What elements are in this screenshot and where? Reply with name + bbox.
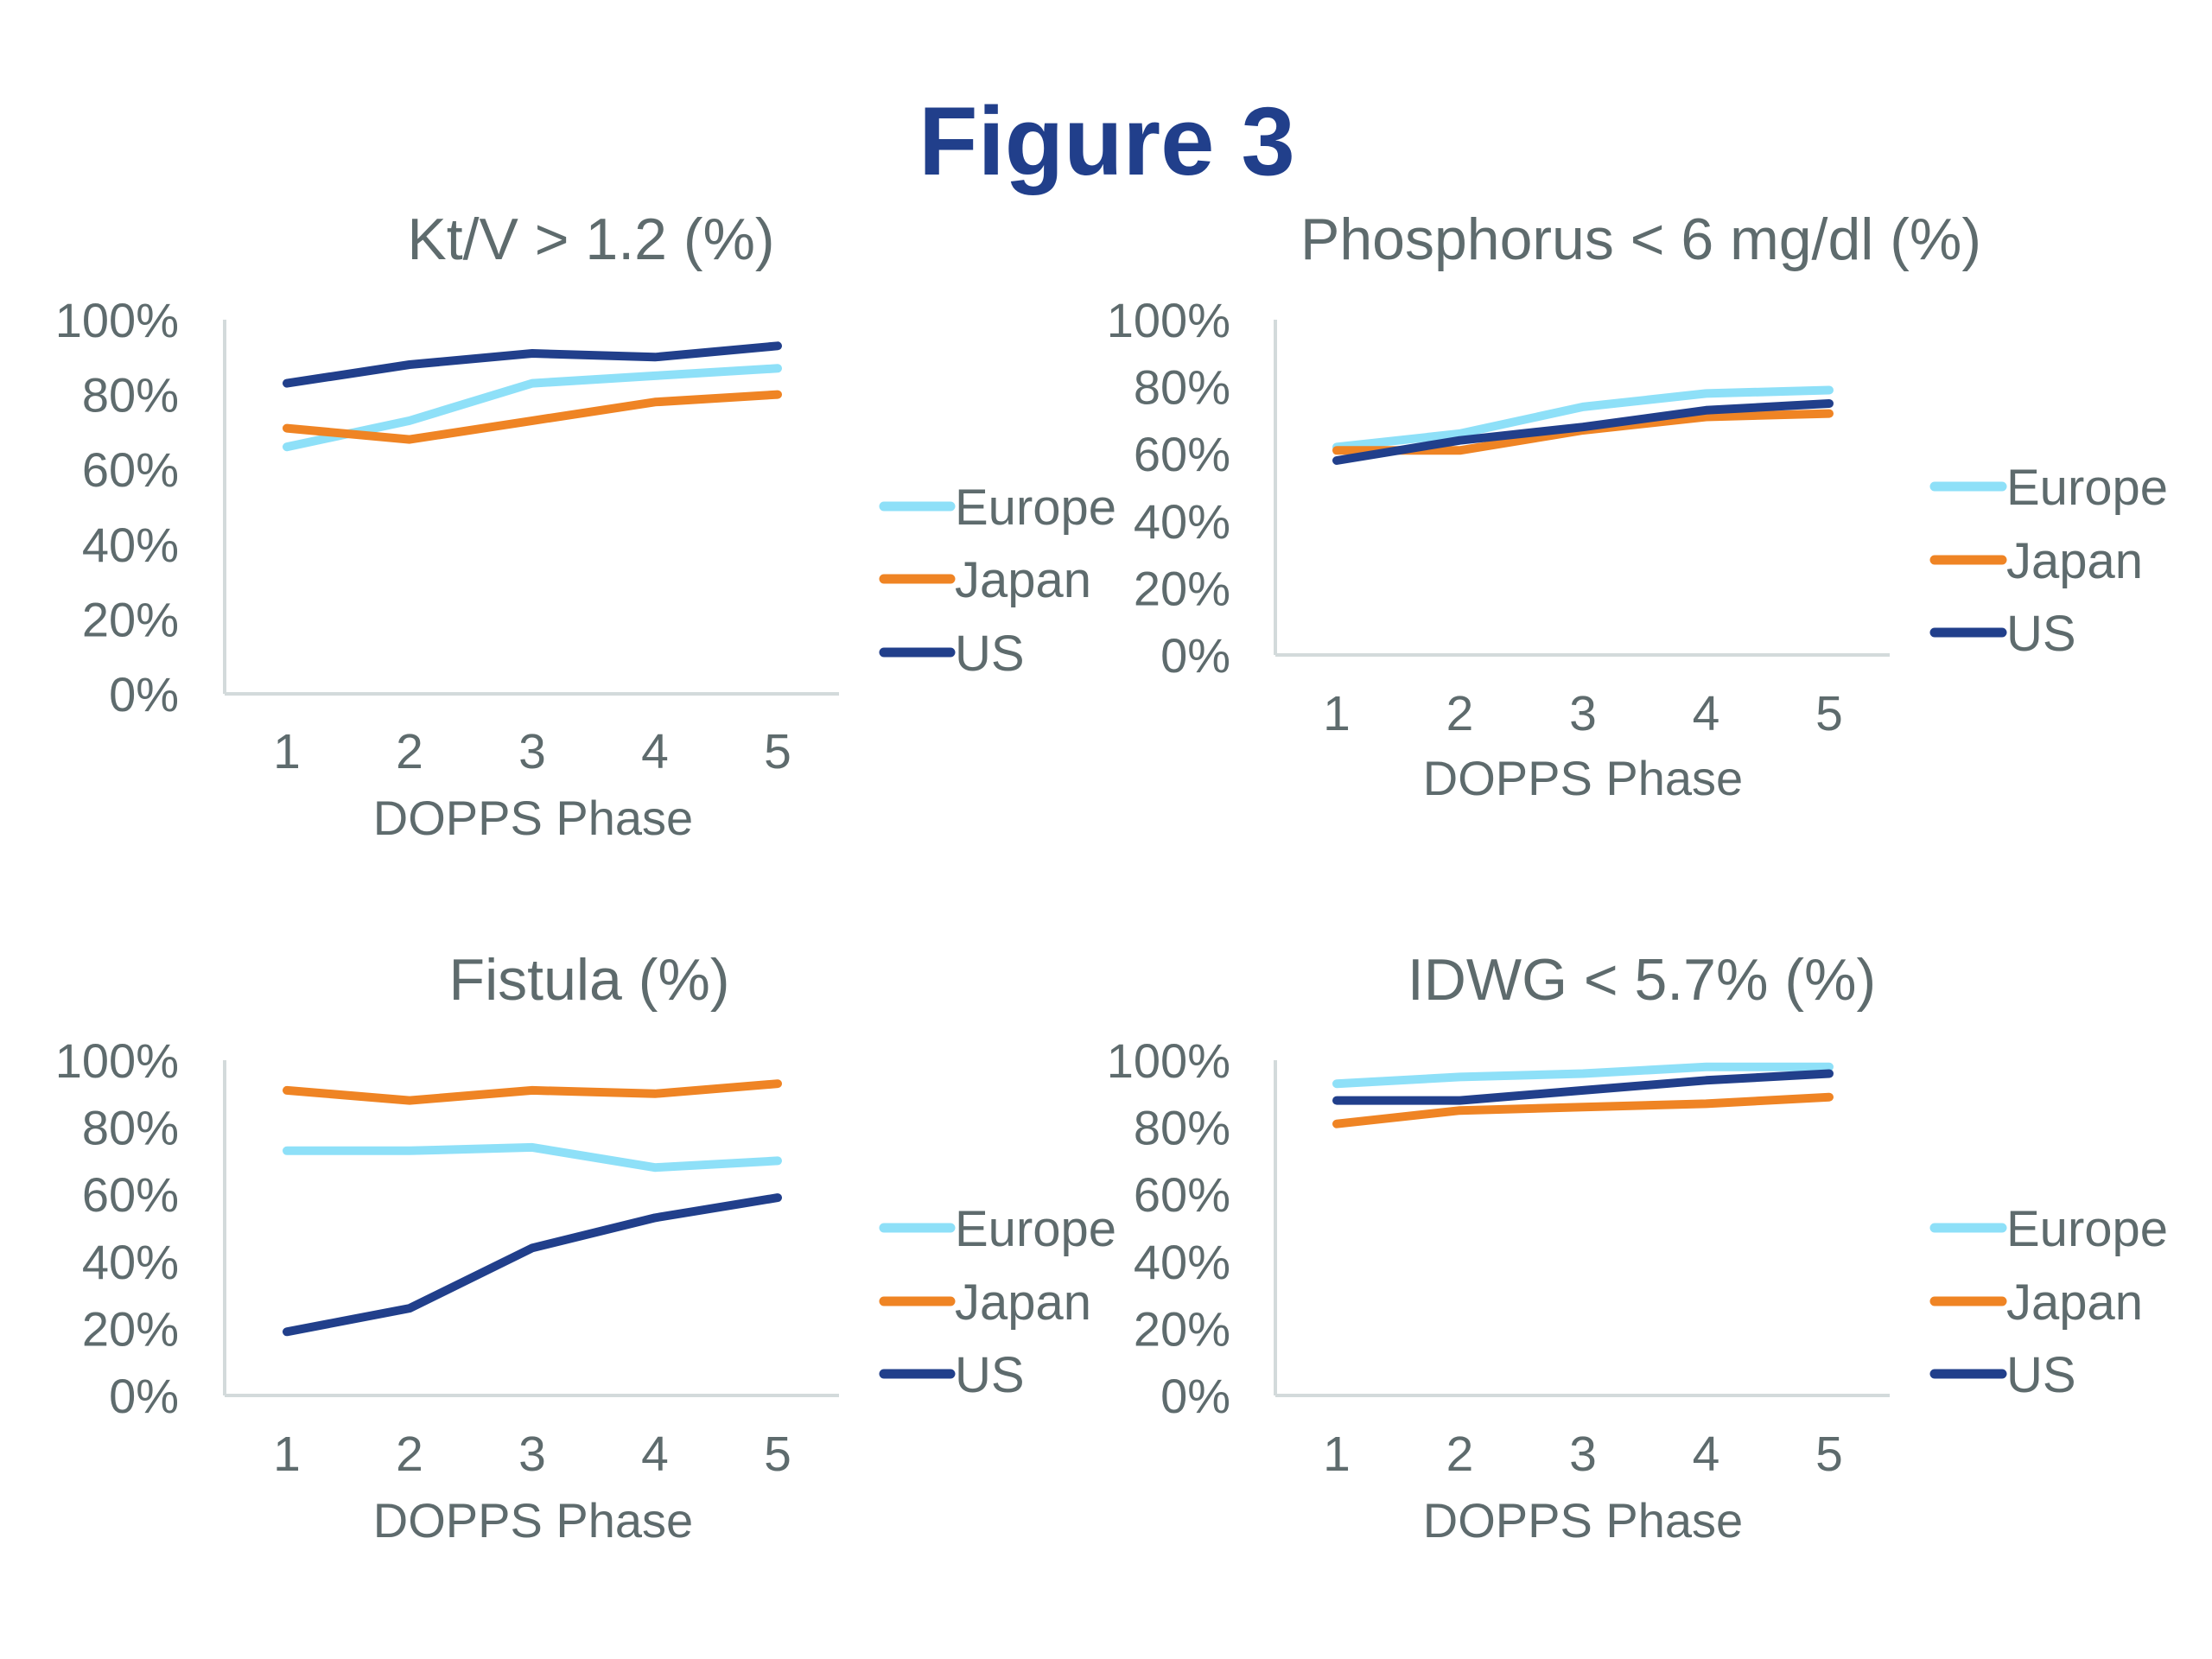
x-tick-label: 4: [1693, 1427, 1720, 1482]
x-tick-label: 2: [396, 1427, 423, 1482]
x-tick-label: 1: [1323, 686, 1351, 741]
y-tick-label: 40%: [1134, 494, 1230, 549]
legend-label: Japan: [955, 1274, 1091, 1331]
y-tick-label: 60%: [82, 1167, 179, 1222]
chart-title: Kt/V > 1.2 (%): [407, 207, 774, 272]
y-tick-label: 40%: [82, 1235, 179, 1289]
y-tick-label: 60%: [1134, 1167, 1230, 1222]
legend-label: Japan: [2006, 1274, 2143, 1331]
x-tick-label: 3: [518, 724, 546, 779]
legend-item-us: US: [879, 1347, 1025, 1403]
legend-label: Japan: [2006, 533, 2143, 589]
chart-phosphorus: Phosphorus < 6 mg/dl (%) 0% 20% 40% 60% 80% 10…: [1107, 207, 2168, 805]
legend-label: US: [955, 626, 1025, 682]
x-axis-label: DOPPS Phase: [373, 1493, 693, 1548]
legend-item-japan: Japan: [1929, 1274, 2143, 1331]
legend-label: US: [955, 1347, 1025, 1403]
y-tick-label: 20%: [1134, 561, 1230, 615]
x-tick-label: 3: [1569, 1427, 1597, 1482]
x-tick-label: 4: [1693, 686, 1720, 741]
y-tick-label: 20%: [82, 592, 179, 646]
legend-label: US: [2006, 1347, 2076, 1403]
chart-ktv: Kt/V > 1.2 (%) 0% 20% 40% 60% 80% 100% 1 2 3 4 5 DOP…: [55, 207, 1116, 845]
y-tick-label: 80%: [1134, 360, 1230, 415]
x-axis-label: DOPPS Phase: [1423, 1493, 1743, 1548]
x-axis-label: DOPPS Phase: [373, 791, 693, 845]
chart-title: Phosphorus < 6 mg/dl (%): [1300, 207, 1981, 272]
legend-item-europe: Europe: [879, 480, 1116, 536]
legend-item-europe: Europe: [1929, 1201, 2168, 1257]
y-tick-label: 60%: [1134, 427, 1230, 481]
legend-item-europe: Europe: [879, 1201, 1116, 1257]
legend-item-japan: Japan: [1929, 533, 2143, 589]
y-tick-label: 0%: [109, 1369, 179, 1423]
y-tick-label: 20%: [1134, 1301, 1230, 1356]
legend-item-us: US: [1929, 606, 2076, 662]
x-tick-label: 3: [518, 1427, 546, 1482]
legend-item-europe: Europe: [1929, 460, 2168, 516]
y-tick-label: 100%: [55, 293, 179, 347]
x-tick-label: 5: [764, 1427, 791, 1482]
x-tick-label: 5: [1815, 1427, 1843, 1482]
x-tick-label: 1: [1323, 1427, 1351, 1482]
legend-label: Europe: [955, 480, 1116, 536]
legend-item-us: US: [879, 626, 1025, 682]
x-tick-label: 3: [1569, 686, 1597, 741]
x-tick-label: 5: [764, 724, 791, 779]
chart-title: Fistula (%): [449, 947, 730, 1013]
legend-label: Europe: [2006, 460, 2168, 516]
legend-item-japan: Japan: [879, 552, 1091, 608]
x-tick-label: 4: [641, 724, 669, 779]
y-tick-label: 0%: [1160, 628, 1230, 683]
y-tick-label: 40%: [1134, 1235, 1230, 1289]
y-tick-label: 100%: [1107, 1033, 1230, 1088]
y-tick-label: 40%: [82, 518, 179, 572]
y-tick-label: 80%: [82, 1101, 179, 1155]
legend-item-us: US: [1929, 1347, 2076, 1403]
x-tick-label: 1: [273, 1427, 301, 1482]
chart-title: IDWG < 5.7% (%): [1408, 947, 1876, 1013]
legend-item-japan: Japan: [879, 1274, 1091, 1331]
x-tick-label: 2: [1446, 686, 1474, 741]
chart-idwg: IDWG < 5.7% (%) 0% 20% 40% 60% 80% 100% 1 2 3 4 5 DO…: [1107, 947, 2168, 1548]
x-tick-label: 1: [273, 724, 301, 779]
chart-fistula: Fistula (%) 0% 20% 40% 60% 80% 100% 1 2 3 4 5 DOPPS …: [55, 947, 1116, 1548]
y-tick-label: 100%: [1107, 293, 1230, 347]
x-axis-label: DOPPS Phase: [1423, 751, 1743, 805]
x-tick-label: 2: [396, 724, 423, 779]
figure-title: Figure 3: [918, 87, 1295, 195]
y-tick-label: 100%: [55, 1033, 179, 1088]
y-tick-label: 80%: [1134, 1101, 1230, 1155]
y-tick-label: 80%: [82, 368, 179, 423]
legend-label: Europe: [2006, 1201, 2168, 1257]
y-tick-label: 0%: [1160, 1369, 1230, 1423]
y-tick-label: 20%: [82, 1301, 179, 1356]
legend-label: US: [2006, 606, 2076, 662]
y-tick-label: 0%: [109, 667, 179, 721]
legend-label: Japan: [955, 552, 1091, 608]
x-tick-label: 2: [1446, 1427, 1474, 1482]
y-tick-label: 60%: [82, 442, 179, 497]
x-tick-label: 4: [641, 1427, 669, 1482]
x-tick-label: 5: [1815, 686, 1843, 741]
legend-label: Europe: [955, 1201, 1116, 1257]
